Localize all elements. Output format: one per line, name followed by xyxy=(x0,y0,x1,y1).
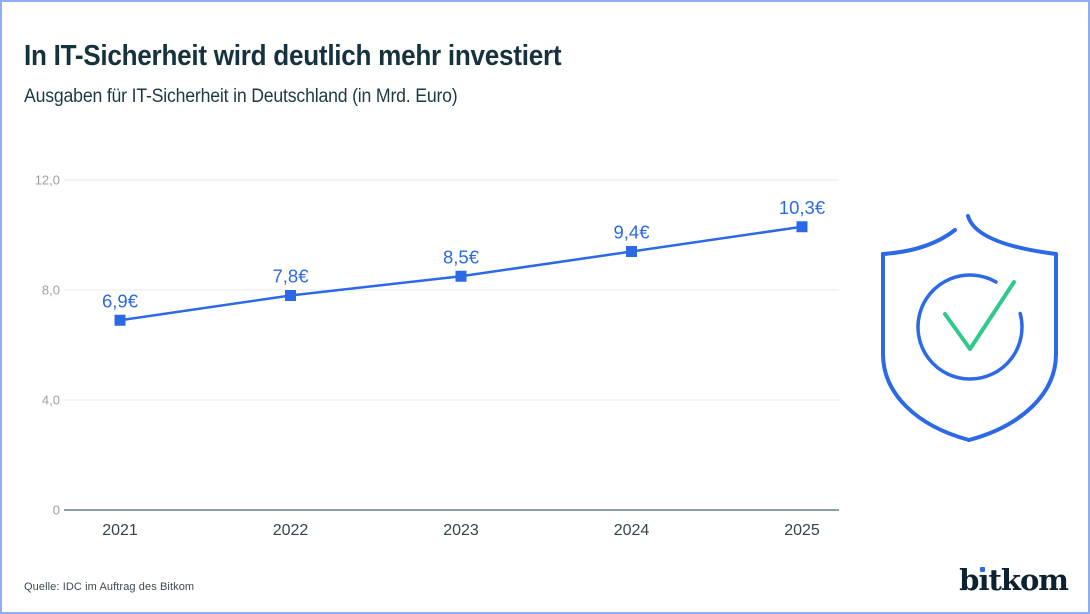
data-point-marker xyxy=(114,314,126,326)
source-text: Quelle: IDC im Auftrag des Bitkom xyxy=(24,581,195,593)
data-point-label: 10,3€ xyxy=(779,197,826,218)
logo-part-3: tkom xyxy=(988,563,1069,597)
bitkom-logo: bı tkom xyxy=(959,563,1069,597)
shield-check-icon xyxy=(881,214,1058,442)
page-subtitle: Ausgaben für IT-Sicherheit in Deutschlan… xyxy=(24,86,458,107)
data-point-label: 9,4€ xyxy=(613,222,650,243)
x-tick-label: 2023 xyxy=(443,522,479,539)
x-tick-label: 2022 xyxy=(273,522,309,539)
data-point-marker xyxy=(796,221,808,233)
x-tick-label: 2025 xyxy=(784,522,820,539)
data-point-label: 7,8€ xyxy=(272,266,309,287)
page-title: In IT-Sicherheit wird deutlich mehr inve… xyxy=(24,40,562,72)
y-tick-label: 0 xyxy=(53,503,60,518)
check-mark-icon xyxy=(943,280,1016,351)
x-tick-label: 2024 xyxy=(614,522,650,539)
logo-part-1: b xyxy=(959,563,979,597)
y-tick-label: 8,0 xyxy=(42,283,60,298)
data-point-label: 6,9€ xyxy=(102,290,139,311)
logo-letter-i: ı xyxy=(978,563,989,597)
data-point-marker xyxy=(626,246,637,257)
data-point-marker xyxy=(285,290,296,301)
x-tick-label: 2021 xyxy=(102,522,138,539)
data-point-marker xyxy=(455,270,467,282)
y-tick-label: 12,0 xyxy=(35,173,60,188)
logo-i-dot xyxy=(980,567,986,572)
y-tick-label: 4,0 xyxy=(42,393,60,408)
data-point-label: 8,5€ xyxy=(443,246,480,267)
